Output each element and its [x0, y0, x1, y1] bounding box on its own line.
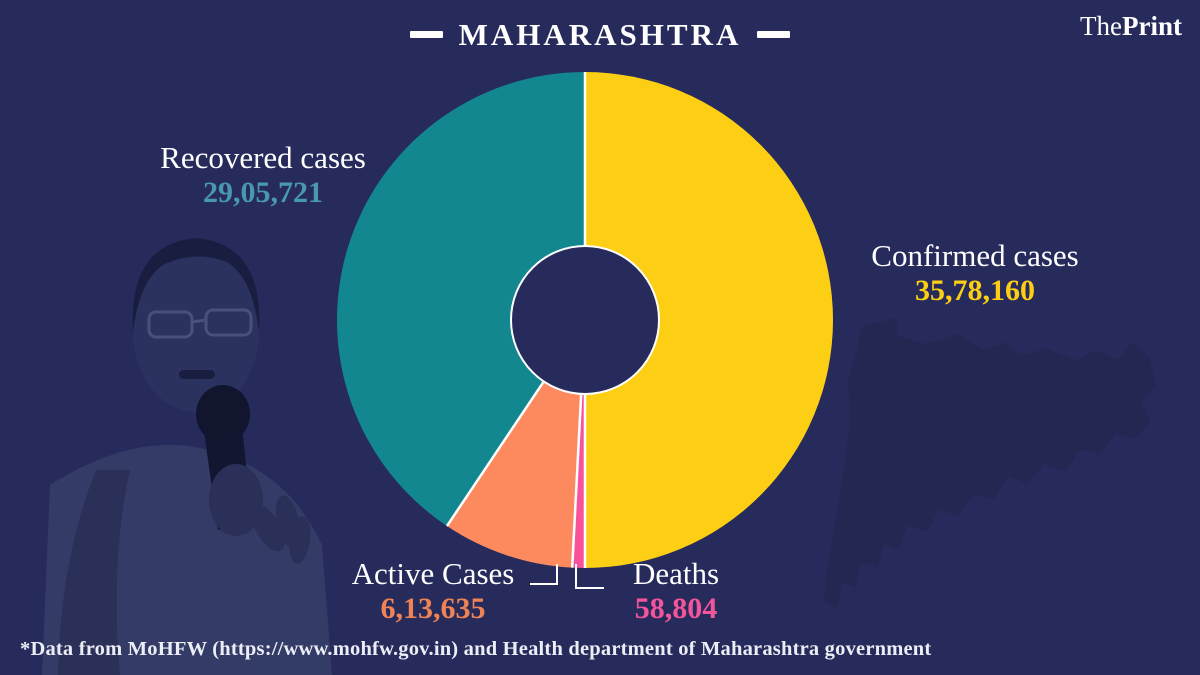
- deaths-label: Deaths: [632, 556, 720, 591]
- donut-chart: [336, 71, 833, 568]
- theprint-logo-the: The: [1080, 11, 1122, 41]
- active-cases-callout: Active Cases 6,13,635: [333, 556, 533, 626]
- title-left-dash-icon: [409, 30, 443, 38]
- recovered-cases-callout: Recovered cases 29,05,721: [118, 140, 408, 210]
- deaths-callout: Deaths 58,804: [596, 556, 756, 626]
- page-title: MAHARASHTRA: [458, 16, 742, 52]
- deaths-value: 58,804: [634, 591, 718, 625]
- maharashtra-map-silhouette: [824, 318, 1156, 608]
- recovered-cases-label: Recovered cases: [160, 140, 366, 175]
- theprint-logo-print: Print: [1122, 11, 1182, 41]
- recovered-cases-value: 29,05,721: [203, 175, 323, 209]
- active-cases-leader-line: [530, 564, 558, 585]
- data-source-note: *Data from MoHFW (https://www.mohfw.gov.…: [20, 638, 932, 660]
- slice-confirmed: [585, 72, 833, 568]
- active-cases-value: 6,13,635: [380, 591, 486, 625]
- confirmed-cases-value: 35,78,160: [915, 273, 1035, 307]
- confirmed-cases-label: Confirmed cases: [871, 238, 1079, 273]
- theprint-logo: ThePrint: [1080, 13, 1182, 40]
- title-right-dash-icon: [757, 30, 791, 38]
- slice-separator: [445, 380, 545, 527]
- headline: MAHARASHTRA: [0, 12, 1200, 56]
- active-cases-label: Active Cases: [351, 556, 515, 591]
- deaths-leader-line: [575, 564, 604, 589]
- person-photo-silhouette: [42, 238, 332, 675]
- confirmed-cases-callout: Confirmed cases 35,78,160: [820, 238, 1130, 308]
- donut-hole: [510, 245, 660, 395]
- slice-separator: [570, 393, 583, 568]
